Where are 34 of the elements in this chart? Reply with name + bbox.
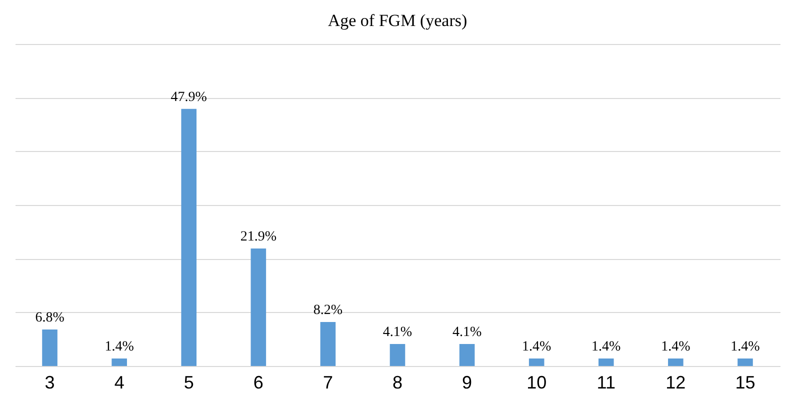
x-tick-label: 8 (392, 372, 403, 392)
data-label: 1.4% (522, 339, 552, 354)
x-tick-label: 11 (596, 372, 616, 392)
bar (250, 248, 266, 366)
data-label: 1.4% (104, 339, 134, 354)
bar (390, 344, 406, 366)
bar (320, 322, 336, 366)
x-tick-label: 12 (666, 372, 686, 392)
x-tick-label: 5 (184, 372, 194, 392)
data-label: 1.4% (592, 339, 622, 354)
data-label: 6.8% (35, 310, 65, 326)
chart-title: Age of FGM (years) (328, 11, 468, 30)
x-tick-label: 10 (526, 372, 547, 392)
data-label: 47.9% (170, 90, 208, 105)
data-label: 21.9% (240, 229, 277, 244)
x-tick-label: 15 (735, 372, 756, 392)
x-tick-label: 3 (44, 372, 55, 392)
data-label: 4.1% (382, 324, 412, 340)
data-label: 4.1% (452, 324, 482, 340)
bar (668, 358, 684, 366)
x-tick-label: 6 (253, 372, 264, 392)
bar (112, 358, 127, 366)
data-label: 8.2% (313, 302, 343, 318)
bar (528, 358, 544, 366)
data-label: 1.4% (661, 339, 691, 354)
bar (459, 344, 475, 366)
x-tick-label: 9 (462, 372, 472, 392)
bar (42, 330, 58, 366)
x-tick-label: 4 (114, 372, 124, 392)
data-label: 1.4% (730, 339, 760, 354)
bar (181, 108, 197, 366)
bar (738, 358, 753, 366)
x-tick-label: 7 (322, 372, 333, 392)
bar (598, 358, 614, 366)
